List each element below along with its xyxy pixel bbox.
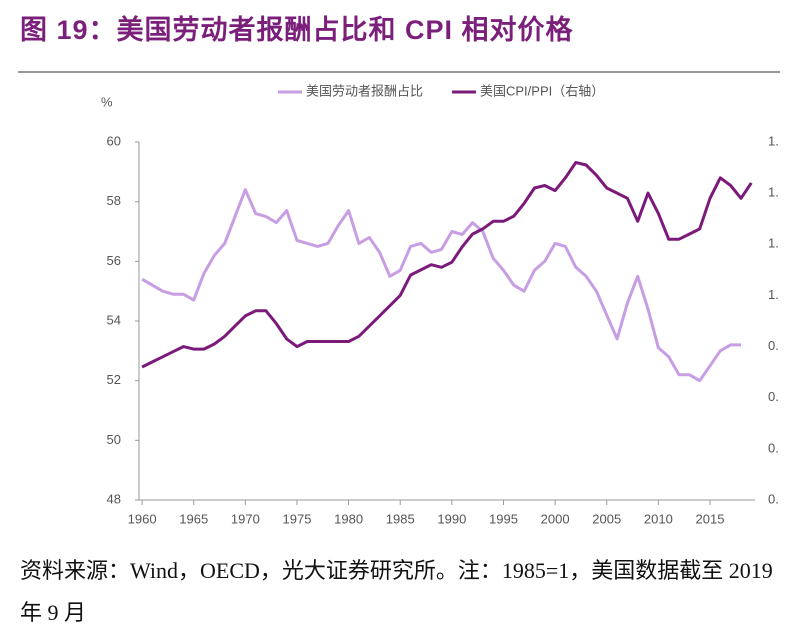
x-tick-label: 1970 <box>231 511 260 526</box>
y-tick-label: 60 <box>107 133 121 148</box>
y-tick-label: 58 <box>107 193 121 208</box>
x-tick-label: 2015 <box>696 511 725 526</box>
y-tick-label: 56 <box>107 253 121 268</box>
x-tick-label: 1965 <box>179 511 208 526</box>
y-tick-label: 54 <box>107 312 121 327</box>
y2-tick-label: 1. <box>768 133 779 148</box>
x-tick-label: 1995 <box>489 511 518 526</box>
x-tick-label: 1985 <box>386 511 415 526</box>
y2-tick-label: 1. <box>768 287 779 302</box>
chart: % 48 50 52 54 56 58 60 0. 0. 0. 0. 1. 1. 1. 1. 1960 1965… <box>18 71 780 526</box>
y2-tick-label: 1. <box>768 236 779 251</box>
x-tick-label: 1975 <box>283 511 312 526</box>
x-tick-label: 2010 <box>644 511 673 526</box>
y2-tick-label: 1. <box>768 185 779 200</box>
x-tick-label: 1980 <box>334 511 363 526</box>
y2-tick-label: 0. <box>768 440 779 455</box>
x-tick-label: 2000 <box>541 511 570 526</box>
y2-tick-label: 0. <box>768 389 779 404</box>
series-line <box>141 188 741 383</box>
chart-title: 图 19：美国劳动者报酬占比和 CPI 相对价格 <box>20 15 574 45</box>
y-axis-label: % <box>101 94 113 109</box>
y2-tick-label: 0. <box>768 491 779 506</box>
y-tick-label: 52 <box>107 372 121 387</box>
x-tick-label: 2005 <box>592 511 621 526</box>
y-tick-label: 48 <box>107 491 121 506</box>
y2-tick-label: 0. <box>768 338 779 353</box>
legend-label: 美国CPI/PPI（右轴） <box>480 83 604 98</box>
source-note: 资料来源：Wind，OECD，光大证券研究所。注：1985=1，美国数据截至 2… <box>20 558 773 625</box>
x-tick-label: 1990 <box>437 511 466 526</box>
legend-label: 美国劳动者报酬占比 <box>306 83 423 98</box>
series-line <box>141 161 753 369</box>
y-tick-label: 50 <box>107 432 121 447</box>
x-tick-label: 1960 <box>128 511 157 526</box>
